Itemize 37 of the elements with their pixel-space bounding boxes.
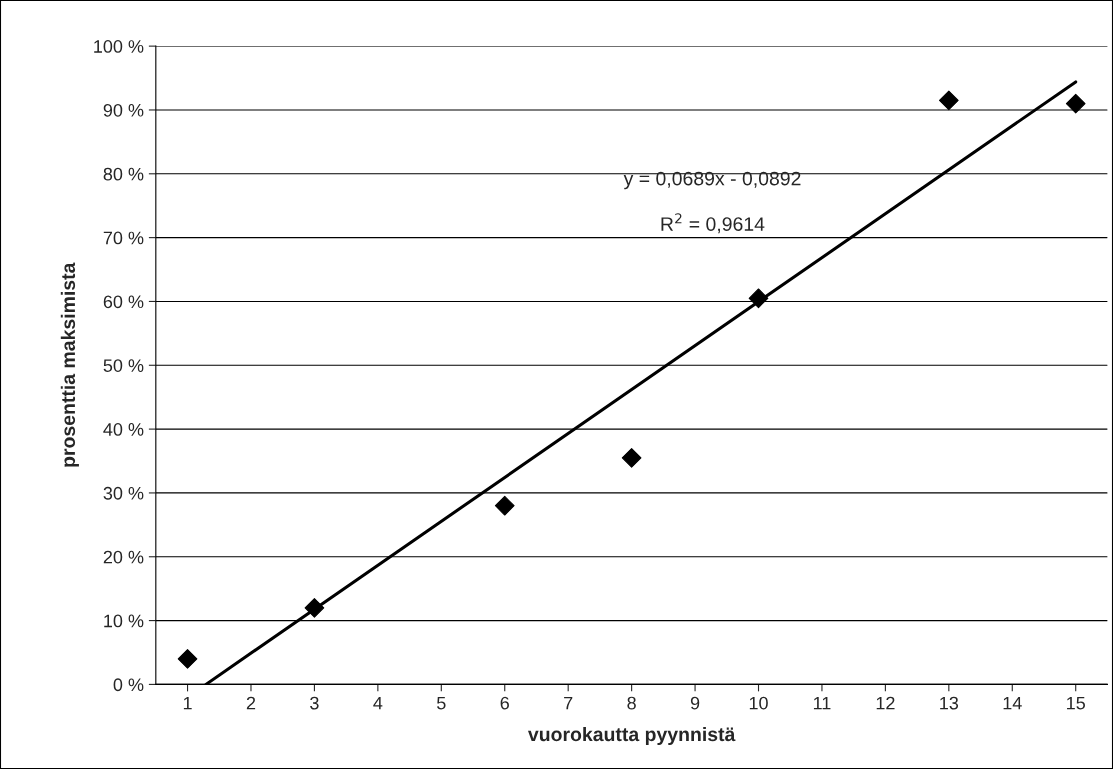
point	[304, 597, 325, 618]
y-tick-label: 20 %	[103, 550, 144, 564]
point	[621, 447, 642, 468]
y-tick-label: 60 %	[103, 295, 144, 309]
x-tick-label: 14	[1003, 696, 1022, 710]
y-tick-label: 0 %	[113, 678, 144, 692]
y-tick-label: 40 %	[103, 423, 144, 436]
y-tick-label: 10 %	[104, 614, 144, 628]
y-tick-label: 50 %	[103, 359, 144, 372]
y-tick-label: 90 %	[103, 103, 144, 117]
y-axis-title: prosenttia maksimista	[60, 262, 79, 467]
point	[938, 90, 959, 111]
point	[748, 288, 769, 309]
point	[177, 649, 198, 669]
x-tick-label: 12	[876, 696, 895, 710]
point	[1065, 93, 1086, 114]
x-tick-label: 9	[690, 696, 700, 710]
x-tick-label: 8	[627, 696, 636, 710]
y-tick-label: 70 %	[103, 231, 144, 245]
y-tick-label: 100 %	[94, 40, 144, 53]
x-tick-label: 4	[373, 696, 383, 710]
x-tick-label: 2	[246, 696, 256, 710]
y-tick-label: 80 %	[103, 167, 144, 181]
annotation: y = 0,0689x - 0,0892	[623, 171, 801, 190]
x-tick-label: 11	[813, 696, 831, 710]
annotation: R$^{2}$ = 0,9614	[661, 213, 765, 234]
x-tick-label: 10	[749, 696, 768, 710]
y-tick-label: 30 %	[103, 486, 144, 500]
point	[494, 495, 515, 516]
x-tick-label: 13	[940, 696, 959, 710]
x-tick-label: 5	[437, 696, 446, 710]
x-tick-label: 6	[500, 696, 509, 710]
x-tick-label: 7	[564, 696, 573, 710]
x-tick-label: 3	[310, 696, 319, 710]
x-tick-label: 15	[1067, 696, 1085, 710]
x-tick-label: 1	[183, 696, 192, 710]
x-axis-title: vuorokautta pyynnistä	[527, 726, 736, 746]
